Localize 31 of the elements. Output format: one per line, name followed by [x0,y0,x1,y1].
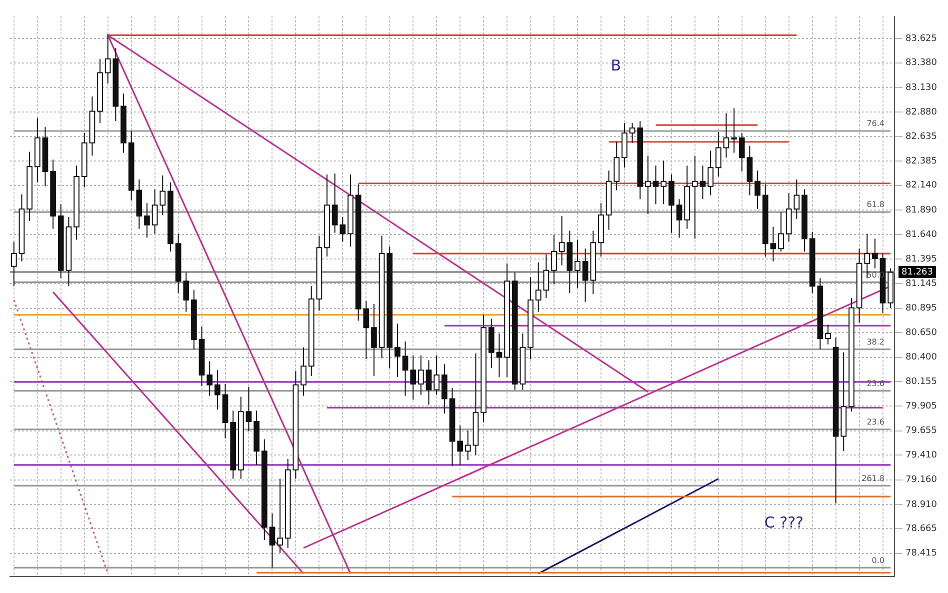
y-tick-label: 78.665 [906,524,938,534]
y-tick-label: 81.890 [906,205,938,216]
annotation: 61.8 [866,200,885,210]
y-tick-label: 82.880 [906,108,938,118]
y-tick-label: 81.640 [906,230,938,240]
annotation: 0.0 [872,556,885,565]
y-tick-label: 83.380 [906,58,938,68]
annotation: 38.2 [866,337,885,346]
y-tick-label: 82.635 [906,132,938,142]
y-tick-label: 82.385 [906,156,938,166]
y-tick-label: 81.395 [906,254,938,264]
annotation: B [610,56,622,75]
y-tick-label: 81.145 [906,279,938,289]
y-tick-label: 79.160 [906,475,938,486]
annotation: 76.4 [866,119,885,128]
ref-line-label: 81.263 [902,267,934,278]
y-tick-label: 79.905 [906,402,938,412]
y-tick-label: 78.415 [906,548,938,559]
annotation: C ??? [764,513,804,532]
annotation: 23.6 [866,417,885,426]
y-tick-label: 83.625 [906,34,938,44]
y-tick-label: 79.410 [906,450,938,460]
y-tick-label: 80.650 [906,328,938,338]
y-tick-label: 79.655 [906,426,938,436]
y-tick-label: 80.895 [906,304,938,314]
y-tick-label: 80.155 [906,376,938,387]
y-tick-label: 78.910 [906,500,938,510]
y-tick-label: 83.130 [906,82,938,93]
annotation: 261.8 [862,474,885,483]
y-tick-label: 80.400 [906,352,938,363]
y-tick-label: 82.140 [906,180,938,191]
